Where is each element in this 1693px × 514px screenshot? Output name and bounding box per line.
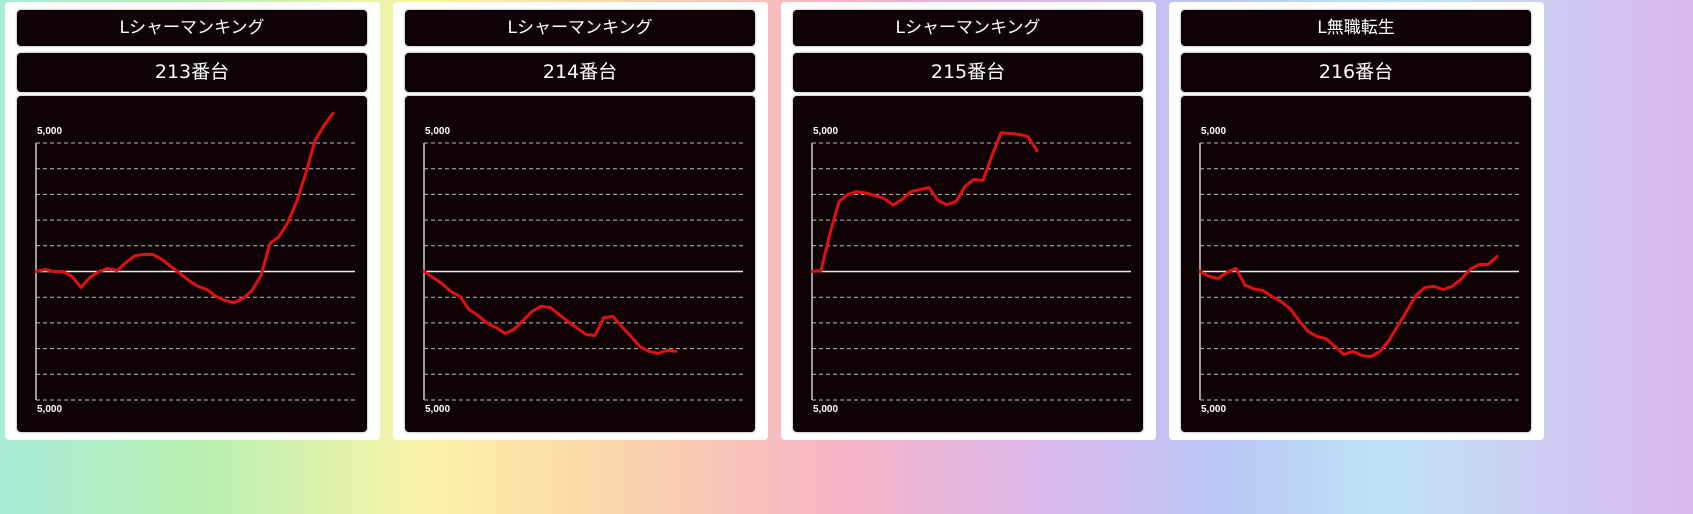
y-tick-label: 5,000 [37, 126, 62, 137]
machine-name: Lシャーマンキング [405, 10, 755, 46]
chart-box: 5,000 5,000 [1181, 96, 1531, 432]
machine-name: Lシャーマンキング [793, 10, 1143, 46]
y-tick-label: 5,000 [1201, 404, 1226, 415]
line-series [422, 270, 678, 355]
machine-number: 213番台 [17, 53, 367, 92]
y-tick-label: 5,000 [425, 404, 450, 415]
line-series [810, 131, 1039, 273]
chart: 5,000 5,000 [422, 126, 743, 415]
y-tick-label: 5,000 [1201, 126, 1226, 137]
line-series [1198, 255, 1499, 359]
chart: 5,000 5,000 [34, 111, 355, 415]
chart: 5,000 5,000 [810, 126, 1131, 415]
panel: Lシャーマンキング 213番台 5,000 5,000 [5, 2, 380, 440]
chart-box: 5,000 5,000 [17, 96, 367, 432]
machine-name: Lシャーマンキング [17, 10, 367, 46]
machine-name: L無職転生 [1181, 10, 1531, 46]
machine-number: 216番台 [1181, 53, 1531, 92]
y-tick-label: 5,000 [425, 126, 450, 137]
panel: Lシャーマンキング 215番台 5,000 5,000 [781, 2, 1156, 440]
line-series [34, 111, 335, 305]
chart: 5,000 5,000 [1198, 126, 1519, 415]
y-tick-label: 5,000 [813, 126, 838, 137]
machine-number: 215番台 [793, 53, 1143, 92]
y-tick-label: 5,000 [813, 404, 838, 415]
y-tick-label: 5,000 [37, 404, 62, 415]
machine-number: 214番台 [405, 53, 755, 92]
chart-box: 5,000 5,000 [405, 96, 755, 432]
panel: Lシャーマンキング 214番台 5,000 5,000 [393, 2, 768, 440]
chart-box: 5,000 5,000 [793, 96, 1143, 432]
panel: L無職転生 216番台 5,000 5,000 [1169, 2, 1544, 440]
